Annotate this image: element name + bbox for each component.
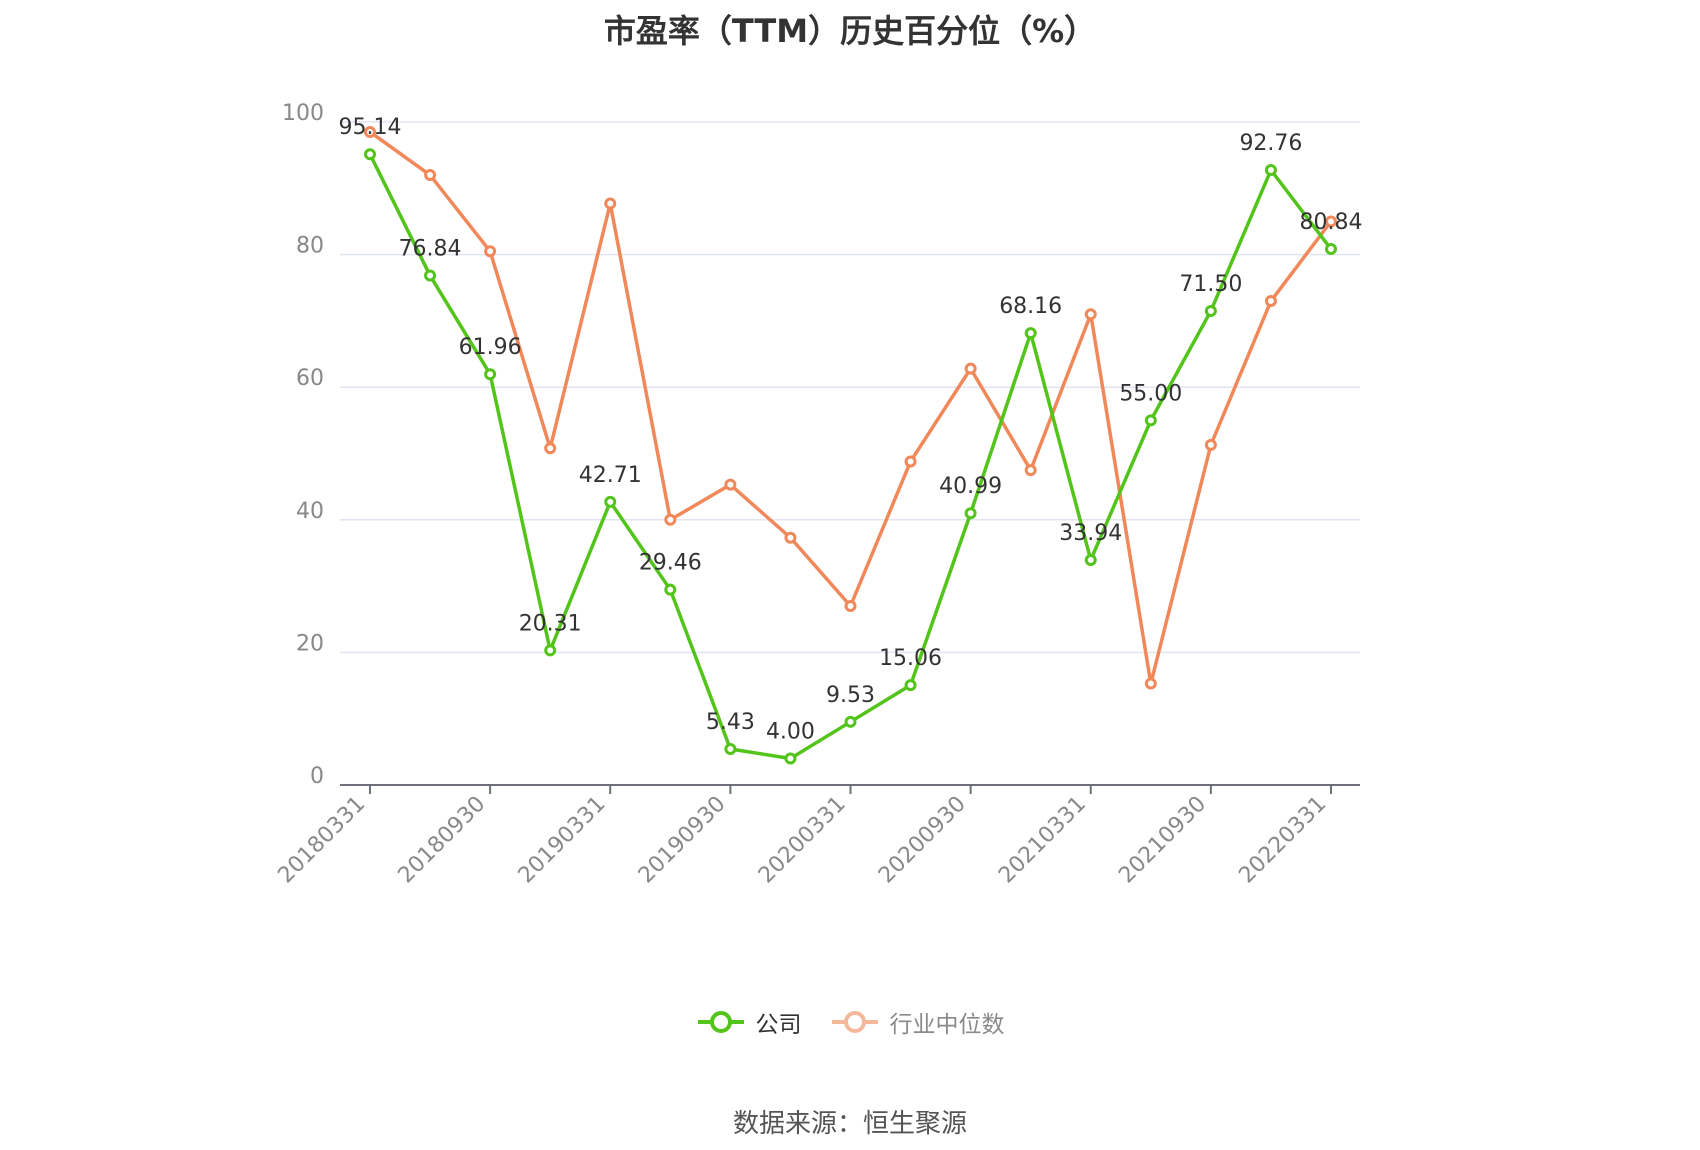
legend-industry-label: 行业中位数 — [889, 1012, 1005, 1038]
data-label: 68.16 — [999, 294, 1062, 319]
data-point[interactable] — [364, 148, 376, 161]
data-label: 55.00 — [1119, 381, 1182, 406]
legend-company-label: 公司 — [755, 1012, 802, 1038]
data-label: 15.06 — [879, 646, 942, 671]
data-label: 5.43 — [706, 710, 755, 735]
data-point[interactable] — [604, 495, 617, 508]
data-point[interactable] — [1024, 464, 1037, 477]
x-tick-label: 20180331 — [273, 792, 370, 889]
legend-company-icon — [697, 1011, 744, 1033]
legend: 公司 行业中位数 — [0, 1005, 1700, 1039]
y-tick-label: 20 — [296, 631, 324, 656]
data-label: 80.84 — [1300, 210, 1363, 235]
data-labels: 95.14 76.84 61.96 20.31 42.71 29.46 5.43 4.00 9.… — [339, 115, 1363, 744]
data-point[interactable] — [844, 715, 857, 728]
data-point[interactable] — [784, 752, 797, 765]
data-point[interactable] — [544, 644, 557, 657]
data-point[interactable] — [544, 442, 557, 455]
y-tick-label: 60 — [296, 366, 324, 391]
data-label: 95.14 — [339, 115, 402, 140]
x-tick-label: 20200930 — [874, 792, 971, 889]
x-tick-label: 20220331 — [1234, 792, 1331, 889]
x-tick-label: 20190331 — [514, 792, 611, 889]
data-point[interactable] — [604, 197, 617, 210]
x-tick-label: 20210331 — [994, 792, 1091, 889]
line-chart: 0 20 40 60 80 100 20180331 20180930 20190331 2019… — [273, 101, 1363, 889]
data-point[interactable] — [1144, 677, 1157, 690]
data-point[interactable] — [1024, 327, 1037, 340]
x-tick-label: 20190930 — [634, 792, 731, 889]
data-point[interactable] — [1204, 438, 1217, 451]
data-point[interactable] — [1325, 215, 1337, 228]
data-point[interactable] — [424, 169, 437, 182]
data-point[interactable] — [664, 513, 677, 526]
data-point[interactable] — [784, 531, 797, 544]
data-label: 92.76 — [1239, 131, 1302, 156]
series-line — [368, 152, 1333, 761]
data-label: 20.31 — [519, 611, 582, 636]
y-tick-label: 80 — [296, 234, 324, 259]
data-point[interactable] — [1084, 553, 1097, 566]
data-point[interactable] — [1264, 164, 1277, 177]
data-label: 76.84 — [399, 237, 462, 262]
y-tick-label: 100 — [282, 101, 324, 126]
data-point[interactable] — [904, 455, 917, 468]
legend-item-company[interactable]: 公司 — [696, 1005, 802, 1039]
x-tick-label: 20180930 — [394, 792, 491, 889]
data-point[interactable] — [424, 269, 437, 282]
x-tick-label: 20210930 — [1114, 792, 1211, 889]
gridlines — [340, 121, 1360, 654]
data-source: 数据来源：恒生聚源 — [732, 1109, 967, 1139]
data-point[interactable] — [364, 125, 376, 138]
data-point[interactable] — [724, 478, 737, 491]
data-point[interactable] — [964, 507, 977, 520]
data-point[interactable] — [724, 742, 737, 755]
data-point[interactable] — [1264, 295, 1277, 308]
chart-title: 市盈率（TTM）历史百分位（%） — [603, 12, 1097, 50]
data-label: 29.46 — [639, 551, 702, 576]
data-point[interactable] — [1144, 414, 1157, 427]
data-point[interactable] — [1204, 304, 1217, 317]
data-point[interactable] — [1325, 243, 1337, 256]
y-tick-label: 0 — [310, 764, 324, 789]
y-tick-label: 40 — [296, 499, 324, 524]
data-label: 33.94 — [1059, 521, 1122, 546]
data-point[interactable] — [664, 583, 677, 596]
data-point[interactable] — [904, 679, 917, 692]
data-label: 4.00 — [766, 719, 815, 744]
x-tick-label: 20200331 — [754, 792, 851, 889]
data-label: 71.50 — [1179, 272, 1242, 297]
series-lines — [364, 125, 1337, 765]
data-label: 40.99 — [939, 474, 1002, 499]
data-point[interactable] — [484, 368, 497, 381]
data-label: 9.53 — [826, 683, 875, 708]
data-point[interactable] — [1084, 308, 1097, 321]
legend-item-industry[interactable]: 行业中位数 — [830, 1005, 1005, 1039]
data-point[interactable] — [964, 362, 977, 375]
data-label: 61.96 — [459, 335, 522, 360]
data-point[interactable] — [844, 599, 857, 612]
data-label: 42.71 — [579, 463, 642, 488]
legend-industry-icon — [831, 1011, 878, 1033]
data-point[interactable] — [484, 245, 497, 258]
